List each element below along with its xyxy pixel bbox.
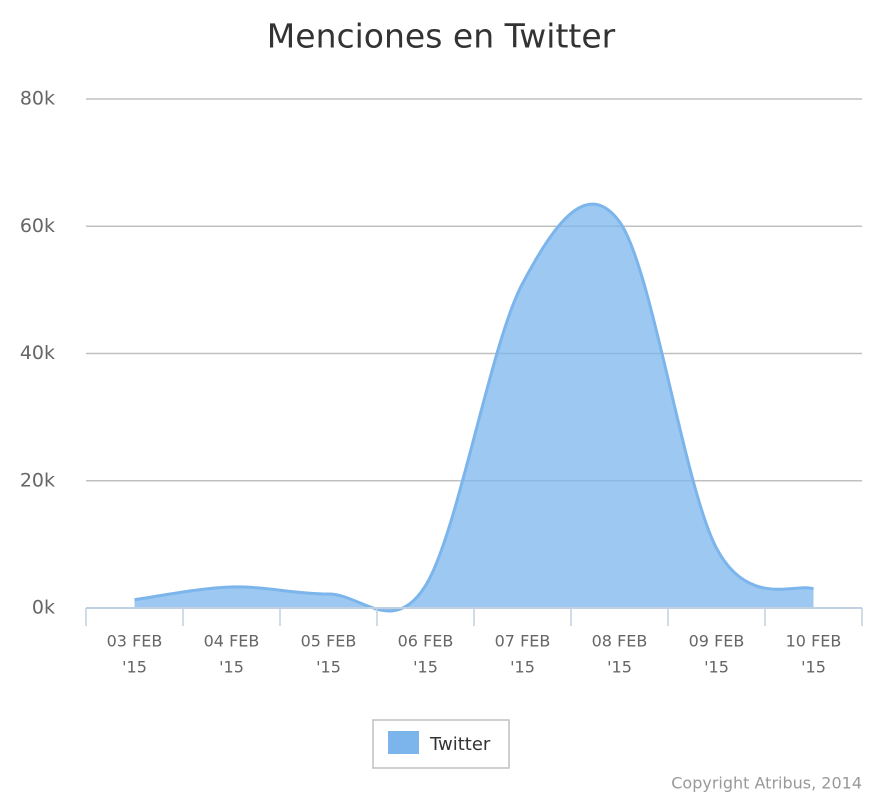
x-tick-label: '15	[316, 658, 341, 677]
y-tick-label: 40k	[20, 342, 55, 364]
x-tick-label: '15	[704, 658, 729, 677]
y-tick-label: 60k	[20, 215, 55, 237]
x-tick-label: 08 FEB	[592, 632, 648, 651]
x-tick-label: 10 FEB	[786, 632, 842, 651]
line	[134, 202, 815, 613]
x-tick-label: 05 FEB	[301, 632, 357, 651]
x-tick-label: '15	[219, 658, 244, 677]
legend-swatch	[388, 731, 419, 754]
x-tick-label: 04 FEB	[204, 632, 260, 651]
legend-label: Twitter	[429, 734, 491, 755]
y-tick-label: 80k	[20, 88, 55, 110]
x-tick-label: '15	[801, 658, 826, 677]
area	[134, 204, 814, 612]
x-tick-label: 03 FEB	[107, 632, 163, 651]
chart-title: Menciones en Twitter	[267, 17, 616, 56]
y-tick-label: 20k	[20, 469, 55, 491]
x-tick-label: '15	[607, 658, 632, 677]
x-tick-label: '15	[510, 658, 535, 677]
x-tick-label: '15	[122, 658, 147, 677]
x-tick-label: 06 FEB	[398, 632, 454, 651]
x-tick-label: 09 FEB	[689, 632, 745, 651]
x-tick-label: 07 FEB	[495, 632, 551, 651]
credits: Copyright Atribus, 2014	[671, 774, 862, 793]
x-tick-label: '15	[413, 658, 438, 677]
y-tick-label: 0k	[32, 597, 55, 619]
